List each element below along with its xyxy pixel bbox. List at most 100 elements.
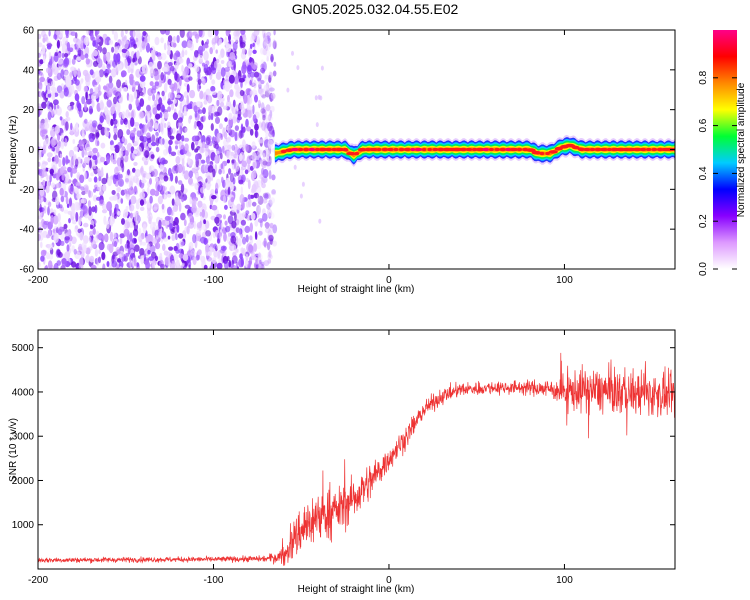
noise-blob xyxy=(40,241,43,249)
noise-blob xyxy=(170,228,175,234)
noise-blob xyxy=(157,183,164,193)
noise-blob xyxy=(124,59,128,69)
noise-blob xyxy=(233,61,236,71)
noise-blob xyxy=(249,56,253,63)
noise-blob xyxy=(47,229,52,239)
noise-blob xyxy=(91,120,98,128)
noise-blob xyxy=(38,262,41,268)
band-peak xyxy=(318,147,328,152)
colorbar-tick-label: 0.6 xyxy=(698,118,709,132)
noise-blob xyxy=(165,190,168,196)
noise-blob xyxy=(79,140,85,150)
noise-blob xyxy=(88,135,95,143)
noise-blob xyxy=(252,42,255,48)
noise-blob xyxy=(139,75,146,82)
noise-blob xyxy=(39,212,42,218)
noise-blob xyxy=(247,179,251,190)
noise-blob xyxy=(229,89,234,98)
noise-blob xyxy=(202,107,206,115)
noise-blob xyxy=(55,144,60,154)
noise-blob xyxy=(245,76,251,84)
spectrogram-noise-layer xyxy=(38,30,324,269)
noise-blob xyxy=(143,253,146,262)
noise-blob xyxy=(133,122,140,127)
noise-blob xyxy=(272,240,277,247)
noise-blob xyxy=(259,259,262,264)
noise-blob xyxy=(80,186,85,191)
noise-blob xyxy=(41,44,46,54)
noise-blob xyxy=(178,248,184,254)
x-tick-label: 0 xyxy=(386,575,392,586)
x-tick-label: 100 xyxy=(556,575,573,586)
noise-blob xyxy=(140,127,144,137)
noise-blob xyxy=(38,150,42,161)
noise-blob xyxy=(60,166,64,175)
noise-blob xyxy=(47,260,53,269)
noise-blob xyxy=(273,38,276,48)
colorbar: 0.0 0.2 0.4 0.6 0.8 Normalized spectral ampl… xyxy=(698,30,747,276)
noise-blob xyxy=(127,65,131,74)
noise-blob xyxy=(180,212,186,221)
noise-blob xyxy=(128,221,134,228)
noise-blob xyxy=(233,31,236,37)
noise-blob xyxy=(38,181,42,187)
noise-blob xyxy=(57,228,63,236)
noise-blob xyxy=(123,208,129,218)
noise-blob xyxy=(268,212,275,220)
noise-blob xyxy=(53,262,59,269)
noise-blob xyxy=(240,30,246,35)
noise-blob xyxy=(38,233,41,242)
noise-blob xyxy=(59,90,65,99)
noise-blob xyxy=(218,168,222,175)
noise-blob xyxy=(39,89,42,99)
noise-blob xyxy=(95,38,101,43)
noise-blob xyxy=(208,105,213,113)
noise-blob xyxy=(61,173,65,181)
noise-blob xyxy=(212,44,216,51)
noise-blob xyxy=(159,138,163,145)
noise-blob xyxy=(126,129,131,136)
band-peak xyxy=(465,147,473,152)
noise-blob xyxy=(191,141,195,151)
spectrogram-y-ticks: -60 -40 -20 0 20 40 60 xyxy=(20,26,675,276)
noise-blob xyxy=(220,163,224,170)
noise-blob xyxy=(50,214,54,225)
noise-blob xyxy=(166,193,172,198)
noise-blob xyxy=(205,88,211,96)
noise-blob xyxy=(146,104,151,112)
noise-blob xyxy=(58,204,63,209)
noise-blob xyxy=(260,176,264,186)
noise-blob xyxy=(239,194,245,204)
noise-blob xyxy=(259,89,264,96)
noise-blob xyxy=(159,252,163,261)
noise-blob xyxy=(181,65,184,73)
noise-blob xyxy=(66,203,70,208)
noise-blob xyxy=(243,94,248,104)
noise-blob xyxy=(90,240,97,249)
noise-blob xyxy=(271,130,275,138)
noise-blob xyxy=(213,142,216,149)
noise-blob xyxy=(194,111,198,118)
noise-blob xyxy=(86,146,92,152)
noise-blob xyxy=(238,130,243,139)
noise-blob xyxy=(232,99,236,108)
noise-blob xyxy=(127,187,134,195)
noise-blob xyxy=(260,47,265,55)
noise-blob xyxy=(108,39,114,45)
noise-blob xyxy=(183,219,187,227)
noise-blob xyxy=(212,105,217,111)
noise-blob xyxy=(186,95,189,105)
noise-blob xyxy=(169,65,175,72)
noise-blob xyxy=(264,222,271,227)
noise-blob xyxy=(260,67,266,74)
noise-blob xyxy=(202,115,206,122)
noise-blob xyxy=(149,68,155,77)
noise-blob xyxy=(240,219,246,226)
noise-blob xyxy=(248,155,252,162)
noise-blob xyxy=(257,99,261,105)
noise-blob xyxy=(175,233,178,241)
band-peak xyxy=(488,147,494,152)
noise-blob xyxy=(139,248,145,256)
noise-blob xyxy=(201,40,204,46)
noise-blob xyxy=(252,64,258,70)
